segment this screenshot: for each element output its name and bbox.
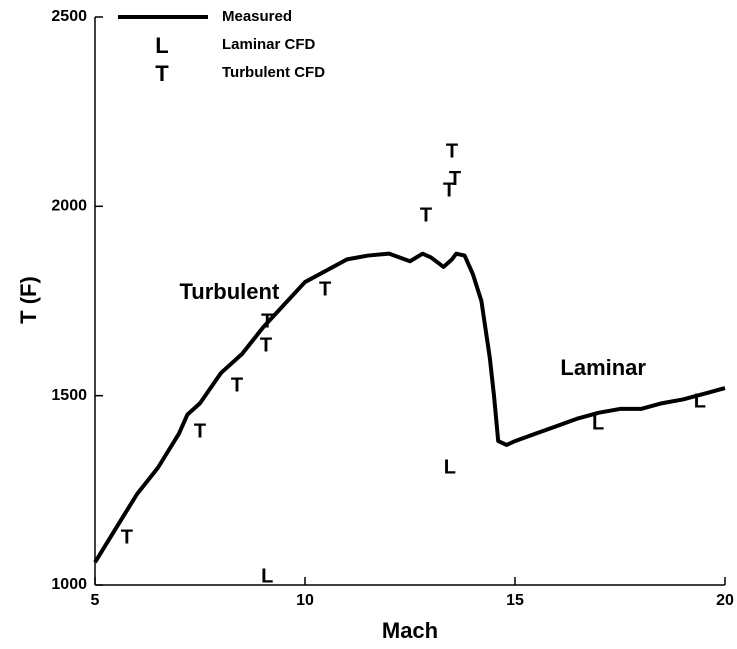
y-tick-label: 1000 [51,576,87,593]
legend-label: Turbulent CFD [222,64,325,81]
x-tick-label: 15 [506,592,524,609]
cfd-marker: L [592,412,604,434]
legend-label: Measured [222,8,292,25]
cfd-marker: T [231,374,243,396]
x-tick-label: 5 [91,592,100,609]
cfd-marker: L [261,566,273,588]
cfd-marker: T [319,278,331,300]
measured-line [93,251,726,564]
legend-marker: T [155,61,169,86]
y-tick-label: 2500 [51,8,87,25]
legend-marker: L [155,33,168,58]
annotation: Turbulent [180,279,280,304]
annotation: Laminar [560,355,646,380]
legend-label: Laminar CFD [222,36,316,53]
cfd-marker: T [443,179,455,201]
cfd-marker: T [121,526,133,548]
y-tick-label: 1500 [51,387,87,404]
cfd-marker: T [194,420,206,442]
y-tick-label: 2000 [51,198,87,215]
cfd-marker: T [420,204,432,226]
x-tick-label: 10 [296,592,314,609]
y-axis-label: T (F) [16,276,41,324]
cfd-marker: L [444,456,456,478]
cfd-marker: T [449,168,461,190]
cfd-marker: T [446,140,458,162]
x-tick-label: 20 [716,592,734,609]
cfd-marker: T [260,334,272,356]
cfd-marker: L [694,390,706,412]
cfd-marker: T [261,310,273,332]
x-axis-label: Mach [382,618,438,643]
